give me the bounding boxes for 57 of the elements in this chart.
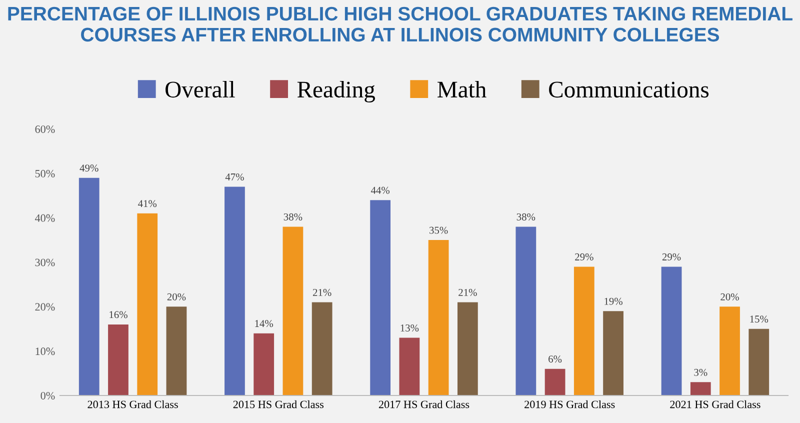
y-tick-label: 20% — [35, 303, 55, 311]
data-label: 3% — [694, 368, 708, 376]
data-label: 21% — [312, 288, 332, 296]
x-tick-label: 2019 HS Grad Class — [524, 400, 615, 408]
bar — [224, 186, 245, 396]
x-tick-label: 2013 HS Grad Class — [88, 400, 178, 408]
y-tick-label: 50% — [35, 170, 55, 178]
y-tick-label: 0% — [40, 392, 55, 400]
bar — [78, 178, 100, 396]
data-label: 20% — [167, 293, 186, 300]
legend-label: Reading — [297, 80, 375, 102]
data-label: 47% — [225, 173, 244, 181]
bar — [399, 338, 420, 396]
y-tick-label: 10% — [36, 348, 55, 356]
bar — [166, 306, 187, 396]
bar — [428, 240, 449, 396]
bar — [457, 302, 478, 396]
data-label: 29% — [662, 253, 681, 260]
bar — [748, 328, 770, 396]
bar — [137, 213, 158, 396]
bar — [544, 368, 566, 396]
data-label: 16% — [110, 311, 128, 318]
bar — [370, 200, 391, 396]
bar — [282, 226, 304, 396]
bar — [690, 382, 711, 396]
data-label: 49% — [80, 164, 98, 172]
bar — [254, 333, 274, 396]
chart-title: PERCENTAGE OF ILLINOIS PUBLIC HIGH SCHOOL GRADUATES TAKING REMEDIAL COURSES AFTER ENROLLING AT ILLINOIS COMMUNITY COLLEGES — [8, 6, 792, 42]
data-label: 14% — [255, 320, 274, 328]
legend-label: Math — [438, 80, 486, 98]
y-tick-label: 30% — [35, 258, 55, 266]
data-label: 6% — [548, 356, 562, 363]
data-label: 13% — [400, 324, 419, 332]
data-label: 20% — [720, 293, 739, 300]
bar — [661, 266, 682, 396]
data-label: 38% — [516, 213, 536, 220]
data-label: 35% — [430, 226, 448, 234]
bar — [603, 311, 624, 396]
bar — [516, 226, 536, 396]
bar — [312, 302, 332, 396]
x-tick-label: 2017 HS Grad Class — [378, 400, 470, 408]
data-label: 41% — [138, 200, 157, 208]
data-label: 21% — [458, 288, 477, 296]
data-label: 19% — [604, 298, 622, 305]
data-label: 44% — [370, 186, 390, 194]
bar — [720, 306, 740, 396]
legend-label: Communications — [549, 82, 709, 98]
x-tick-label: 2015 HS Grad Class — [233, 400, 324, 408]
legend-label: Overall — [166, 80, 235, 98]
x-tick-label: 2021 HS Grad Class — [670, 400, 760, 408]
y-tick-label: 40% — [34, 214, 55, 222]
y-tick-label: 60% — [35, 125, 55, 134]
data-label: 15% — [750, 316, 768, 323]
data-label: 29% — [575, 253, 594, 260]
data-label: 38% — [284, 213, 302, 220]
bar — [574, 266, 594, 396]
bar — [108, 324, 128, 396]
